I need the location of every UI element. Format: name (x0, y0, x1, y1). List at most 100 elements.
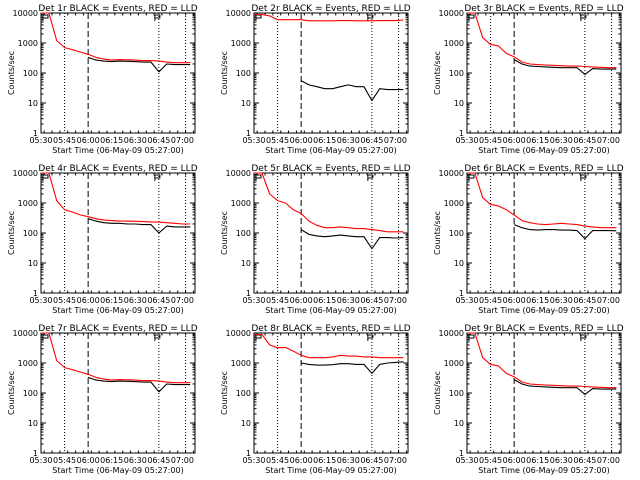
panel-det-9r: Det 9r BLACK = Events, RED = LLD 1 10 100 10… (433, 324, 624, 475)
x-tick-label: 05:30 (455, 456, 478, 465)
x-tick-label: 06:45 (360, 136, 383, 145)
panel-det-7r: Det 7r BLACK = Events, RED = LLD 1 10 100 10… (7, 324, 198, 475)
y-tick-label: 10 (28, 259, 38, 268)
y-tick-label: 1000 (231, 199, 251, 208)
y-axis-label: Counts/sec (433, 211, 442, 255)
start-flag-icon (468, 14, 475, 21)
end-flag-icon (154, 14, 161, 21)
panel-title: Det 3r BLACK = Events, RED = LLD (464, 4, 623, 14)
x-tick-label: 06:45 (573, 296, 596, 305)
y-tick-label: 1 (459, 449, 464, 458)
x-tick-label: 06:15 (313, 136, 336, 145)
panel-title: Det 4r BLACK = Events, RED = LLD (38, 164, 197, 174)
x-tick-label: 06:15 (526, 296, 549, 305)
x-tick-label: 06:45 (147, 296, 170, 305)
events-series-line (87, 56, 191, 73)
end-flag-icon (367, 14, 374, 21)
y-tick-label: 1 (33, 129, 38, 138)
y-axis-label: Counts/sec (433, 371, 442, 415)
y-tick-label: 1000 (444, 359, 464, 368)
x-axis-label: Start Time (06-May-09 05:27:00) (52, 466, 183, 475)
events-series-line (87, 218, 191, 234)
x-tick-label: 07:00 (384, 296, 407, 305)
events-series-line (513, 224, 617, 240)
panel-title: Det 6r BLACK = Events, RED = LLD (464, 164, 623, 174)
y-tick-label: 1000 (18, 39, 38, 48)
start-flag-icon (468, 174, 475, 181)
start-flag-icon (255, 14, 262, 21)
x-tick-label: 06:15 (100, 296, 123, 305)
y-tick-label: 100 (23, 229, 38, 238)
end-flag-icon (154, 174, 161, 181)
x-tick-label: 05:45 (479, 136, 502, 145)
events-series-line (300, 229, 404, 250)
x-tick-label: 06:30 (124, 296, 147, 305)
x-tick-label: 06:45 (573, 456, 596, 465)
y-tick-label: 100 (449, 389, 464, 398)
x-tick-label: 06:30 (124, 456, 147, 465)
x-tick-label: 05:30 (29, 456, 52, 465)
y-tick-label: 10 (241, 99, 251, 108)
x-tick-label: 07:00 (171, 456, 194, 465)
lld-series-line (41, 12, 191, 64)
lld-series-line (41, 172, 191, 225)
lld-series-line (254, 172, 404, 233)
x-tick-label: 05:30 (242, 456, 265, 465)
x-axis-label: Start Time (06-May-09 05:27:00) (52, 146, 183, 155)
y-axis-label: Counts/sec (433, 51, 442, 95)
x-tick-label: 06:15 (313, 296, 336, 305)
panel-det-4r: Det 4r BLACK = Events, RED = LLD 1 10 100 10… (7, 164, 198, 315)
x-tick-label: 07:00 (384, 136, 407, 145)
y-tick-label: 100 (236, 69, 251, 78)
x-tick-label: 07:00 (171, 136, 194, 145)
start-flag-icon (42, 174, 49, 181)
events-series-line (300, 80, 404, 102)
x-tick-label: 07:00 (597, 136, 620, 145)
panel-title: Det 7r BLACK = Events, RED = LLD (38, 324, 197, 334)
x-axis-label: Start Time (06-May-09 05:27:00) (478, 306, 609, 315)
panel-title: Det 9r BLACK = Events, RED = LLD (464, 324, 623, 334)
y-tick-label: 10 (454, 259, 464, 268)
x-tick-label: 06:30 (550, 136, 573, 145)
x-tick-label: 05:30 (455, 136, 478, 145)
y-tick-label: 10000 (13, 169, 38, 178)
x-tick-label: 05:45 (53, 296, 76, 305)
x-tick-label: 06:00 (503, 136, 526, 145)
x-tick-label: 06:15 (526, 456, 549, 465)
y-tick-label: 1 (33, 289, 38, 298)
x-tick-label: 06:45 (147, 136, 170, 145)
x-tick-label: 07:00 (597, 296, 620, 305)
end-flag-icon (367, 174, 374, 181)
lld-series-line (467, 332, 617, 389)
x-tick-label: 06:15 (100, 456, 123, 465)
y-axis-label: Counts/sec (220, 51, 229, 95)
x-tick-label: 06:30 (337, 296, 360, 305)
x-tick-label: 06:45 (360, 296, 383, 305)
x-tick-label: 06:15 (100, 136, 123, 145)
x-tick-label: 06:30 (124, 136, 147, 145)
y-tick-label: 10 (454, 419, 464, 428)
y-tick-label: 10000 (226, 9, 251, 18)
y-tick-label: 10 (241, 419, 251, 428)
x-tick-label: 06:15 (313, 456, 336, 465)
y-tick-label: 1 (33, 449, 38, 458)
x-tick-label: 05:30 (455, 296, 478, 305)
start-flag-icon (255, 174, 262, 181)
y-tick-label: 10 (28, 419, 38, 428)
start-flag-icon (468, 334, 475, 341)
end-flag-icon (367, 334, 374, 341)
start-flag-icon (42, 334, 49, 341)
x-tick-label: 06:30 (337, 456, 360, 465)
events-series-line (513, 59, 617, 75)
panel-det-5r: Det 5r BLACK = Events, RED = LLD 1 10 100 10… (220, 164, 411, 315)
y-tick-label: 10 (454, 99, 464, 108)
start-flag-icon (42, 14, 49, 21)
x-tick-label: 05:45 (53, 136, 76, 145)
x-tick-label: 07:00 (597, 456, 620, 465)
x-tick-label: 06:00 (503, 456, 526, 465)
y-tick-label: 100 (449, 69, 464, 78)
x-tick-label: 05:45 (479, 456, 502, 465)
y-tick-label: 1 (246, 129, 251, 138)
y-tick-label: 1000 (231, 39, 251, 48)
